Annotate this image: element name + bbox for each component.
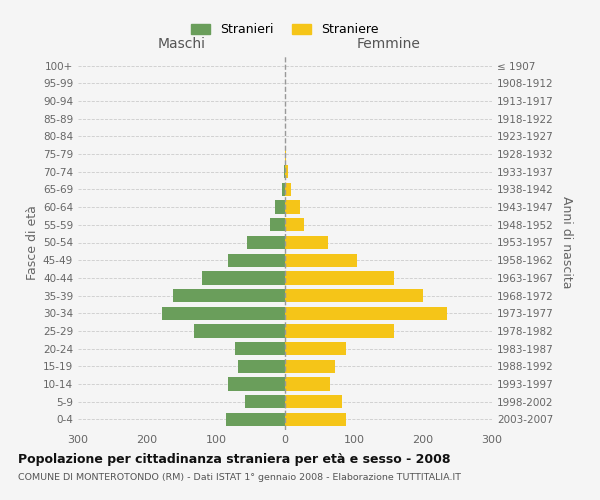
Bar bbox=[285, 342, 346, 355]
Legend: Stranieri, Straniere: Stranieri, Straniere bbox=[187, 18, 383, 41]
Bar bbox=[285, 395, 341, 408]
Y-axis label: Fasce di età: Fasce di età bbox=[26, 205, 39, 280]
Bar bbox=[285, 360, 335, 373]
Bar bbox=[235, 342, 285, 355]
Bar bbox=[285, 218, 304, 232]
Text: COMUNE DI MONTEROTONDO (RM) - Dati ISTAT 1° gennaio 2008 - Elaborazione TUTTITAL: COMUNE DI MONTEROTONDO (RM) - Dati ISTAT… bbox=[18, 472, 461, 482]
Text: Maschi: Maschi bbox=[157, 36, 205, 51]
Bar bbox=[229, 254, 285, 267]
Bar bbox=[229, 378, 285, 390]
Bar bbox=[270, 218, 285, 232]
Bar bbox=[226, 413, 285, 426]
Bar bbox=[247, 236, 285, 249]
Bar bbox=[285, 378, 330, 390]
Bar bbox=[194, 324, 285, 338]
Bar bbox=[238, 360, 285, 373]
Text: Femmine: Femmine bbox=[356, 36, 421, 51]
Bar bbox=[162, 306, 285, 320]
Bar bbox=[281, 183, 285, 196]
Bar bbox=[285, 200, 300, 214]
Bar bbox=[285, 236, 328, 249]
Text: Popolazione per cittadinanza straniera per età e sesso - 2008: Popolazione per cittadinanza straniera p… bbox=[18, 452, 451, 466]
Bar bbox=[275, 200, 285, 214]
Bar bbox=[285, 324, 394, 338]
Bar bbox=[285, 165, 288, 178]
Bar bbox=[285, 289, 423, 302]
Bar bbox=[284, 165, 285, 178]
Bar bbox=[173, 289, 285, 302]
Bar bbox=[285, 254, 358, 267]
Bar bbox=[285, 413, 346, 426]
Bar bbox=[285, 148, 286, 160]
Y-axis label: Anni di nascita: Anni di nascita bbox=[560, 196, 573, 289]
Bar bbox=[285, 183, 290, 196]
Bar bbox=[285, 271, 394, 284]
Bar bbox=[285, 306, 447, 320]
Bar bbox=[202, 271, 285, 284]
Bar bbox=[245, 395, 285, 408]
